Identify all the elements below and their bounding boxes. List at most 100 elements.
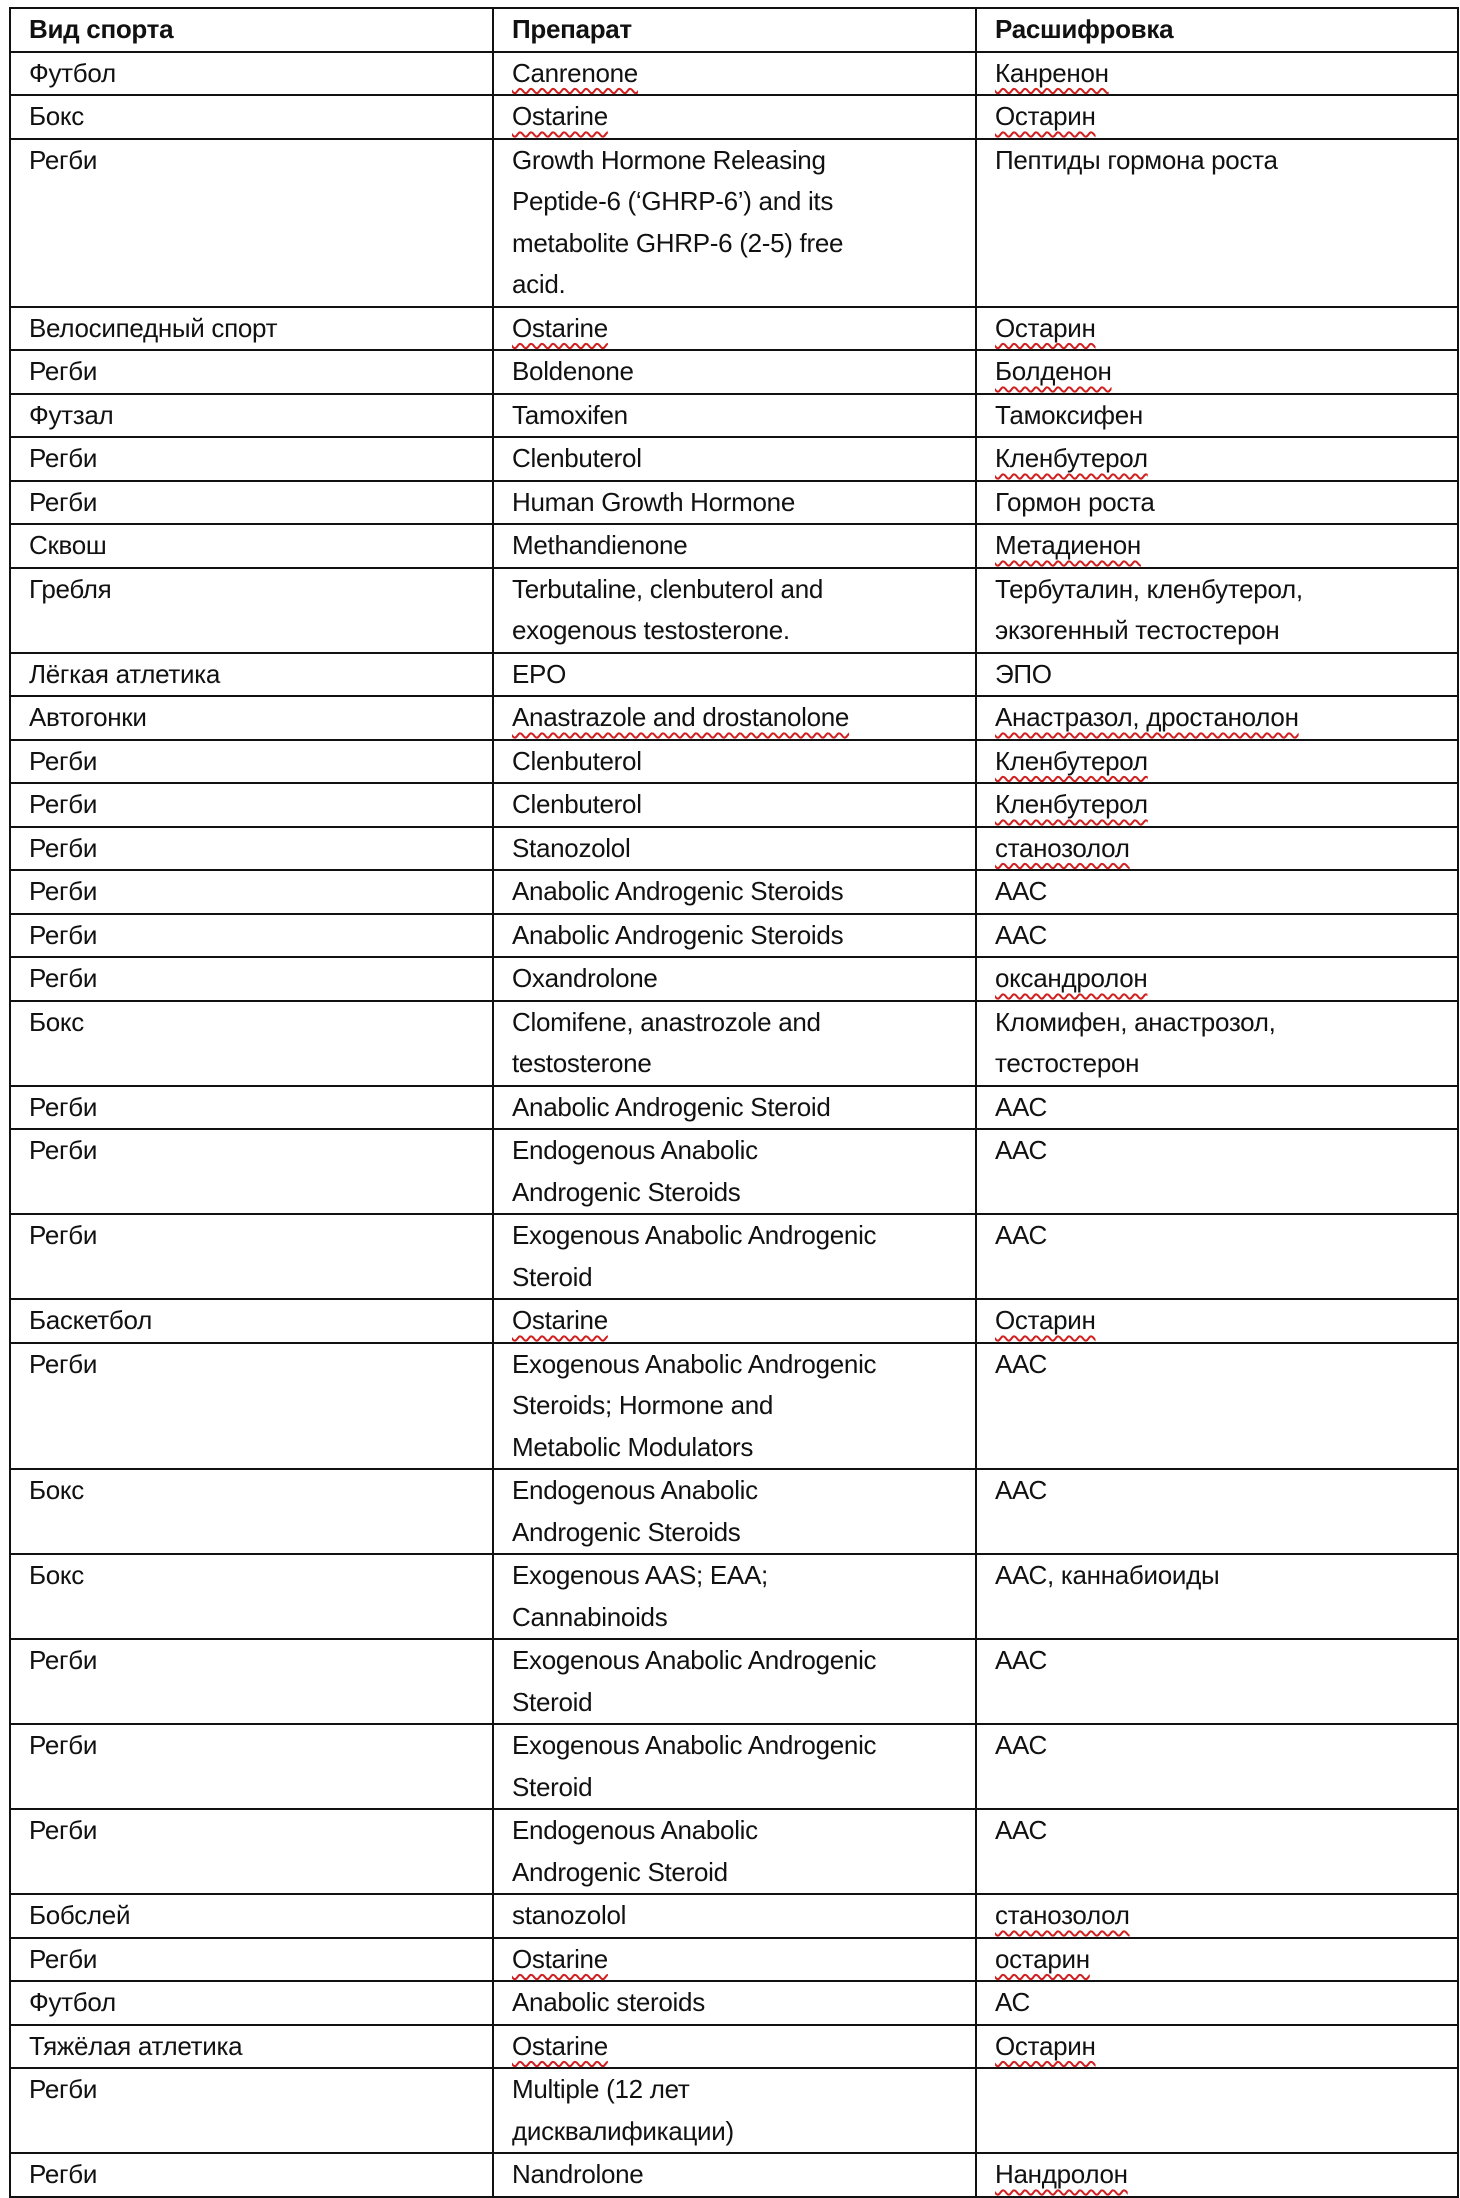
cell-decode-text: Нандролон	[995, 2159, 1128, 2189]
cell-drug: Clomifene, anastrozole and testosterone	[492, 999, 977, 1087]
table-row: Регби Nandrolone Нандролон	[9, 2152, 1459, 2198]
cell-sport: Регби	[9, 956, 494, 1002]
cell-drug-text: Ostarine	[512, 312, 608, 343]
cell-sport: Баскетбол	[9, 1298, 494, 1344]
cell-sport: Тяжёлая атлетика	[9, 2023, 494, 2069]
cell-drug: Endogenous Anabolic Androgenic Steroids	[492, 1128, 977, 1215]
cell-drug-text: Ostarine	[512, 1305, 608, 1335]
cell-sport: Регби	[9, 1213, 494, 1300]
table-row: Велосипедный спорт Ostarine Остарин	[9, 305, 1459, 351]
cell-drug: Human Growth Hormone	[492, 479, 977, 525]
cell-sport: Футбол	[9, 1980, 494, 2026]
cell-drug: Ostarine	[492, 1298, 977, 1344]
cell-decode: ААС, каннабиоиды	[975, 1553, 1459, 1640]
cell-drug-text: Exogenous Anabolic Androgenic Steroid	[512, 1730, 877, 1802]
table-row: Футбол Canrenone Канренон	[9, 50, 1459, 96]
cell-decode: ААС	[975, 1808, 1459, 1895]
table-row: Автогонки Anastrazole and drostanolone Ана…	[9, 695, 1459, 741]
cell-drug-text: Terbutaline, clenbuterol and exogenous t…	[512, 573, 824, 646]
cell-drug: Exogenous Anabolic Androgenic Steroids; …	[492, 1341, 977, 1470]
cell-decode-text: ААС	[995, 1135, 1047, 1165]
cell-drug-text: Boldenone	[512, 356, 634, 386]
cell-drug-text: Clenbuterol	[512, 789, 642, 819]
table-row: Футзал Tamoxifen Тамоксифен	[9, 392, 1459, 438]
cell-drug-text: Methandienone	[512, 530, 688, 560]
cell-drug: Anabolic Androgenic Steroid	[492, 1084, 977, 1130]
cell-sport: Регби	[9, 1723, 494, 1810]
cell-sport: Бокс	[9, 1468, 494, 1555]
cell-decode-text: Канренон	[995, 57, 1109, 88]
table-row: Регби Clenbuterol Кленбутерол	[9, 738, 1459, 784]
cell-drug: Anabolic steroids	[492, 1980, 977, 2026]
cell-sport-text: Регби	[29, 1220, 98, 1250]
cell-drug: Multiple (12 лет дисквалификации)	[492, 2067, 977, 2154]
cell-sport: Бокс	[9, 94, 494, 140]
cell-sport: Лёгкая атлетика	[9, 651, 494, 697]
cell-sport-text: Бокс	[29, 1560, 84, 1590]
header-drug: Препарат	[492, 7, 977, 53]
cell-sport-text: Регби	[29, 1943, 98, 1974]
cell-decode-text: Остарин	[995, 2030, 1096, 2061]
cell-sport: Футбол	[9, 50, 494, 96]
cell-sport-text: Футбол	[29, 57, 116, 88]
table-row: Тяжёлая атлетика Ostarine Остарин	[9, 2023, 1459, 2069]
cell-drug-text: Exogenous Anabolic Androgenic Steroids; …	[512, 1348, 877, 1462]
cell-drug-text: Clenbuterol	[512, 443, 642, 473]
table-row: Бокс Exogenous AAS; EAA; Cannabinoids ААС,…	[9, 1553, 1459, 1640]
cell-sport: Регби	[9, 137, 494, 308]
cell-drug-text: Growth Hormone Releasing Peptide-6 (‘GHR…	[512, 144, 844, 300]
cell-decode-text: Пептиды гормона роста	[995, 144, 1278, 175]
cell-decode-text: Кленбутерол	[995, 789, 1148, 819]
cell-drug-text: Ostarine	[512, 101, 608, 131]
header-decode: Расшифровка	[975, 7, 1459, 53]
cell-drug: Ostarine	[492, 1936, 977, 1982]
cell-decode-text: ААС	[995, 1815, 1047, 1845]
cell-sport-text: Регби	[29, 2159, 98, 2189]
table-row: Баскетбол Ostarine Остарин	[9, 1298, 1459, 1344]
table-row: Регби Multiple (12 лет дисквалификации)	[9, 2067, 1459, 2154]
cell-sport-text: Регби	[29, 1815, 98, 1845]
cell-sport-text: Регби	[29, 745, 98, 776]
cell-decode: Остарин	[975, 2023, 1459, 2069]
cell-drug-text: Multiple (12 лет дисквалификации)	[512, 2074, 734, 2146]
cell-sport-text: Бокс	[29, 1475, 84, 1505]
cell-decode-text: ААС	[995, 1091, 1047, 1122]
cell-drug: Anabolic Androgenic Steroids	[492, 912, 977, 958]
cell-sport: Регби	[9, 738, 494, 784]
cell-decode: Остарин	[975, 305, 1459, 351]
cell-drug: Tamoxifen	[492, 392, 977, 438]
cell-decode: ААС	[975, 1084, 1459, 1130]
table-row: Бокс Clomifene, anastrozole and testoster…	[9, 999, 1459, 1087]
table-row: Регби Oxandrolone оксандролон	[9, 956, 1459, 1002]
cell-decode-text: Тербуталин, кленбутерол, экзогенный тест…	[995, 573, 1303, 646]
cell-decode-text: станозолол	[995, 1900, 1130, 1930]
cell-drug: EPO	[492, 651, 977, 697]
cell-decode: АС	[975, 1980, 1459, 2026]
cell-drug-text: Ostarine	[512, 2030, 608, 2061]
cell-drug-text: Endogenous Anabolic Androgenic Steroids	[512, 1475, 758, 1547]
cell-decode-text: Метадиенон	[995, 530, 1141, 560]
table-row: Гребля Terbutaline, clenbuterol and exoge…	[9, 566, 1459, 654]
cell-decode: ААС	[975, 1128, 1459, 1215]
cell-sport-text: Футбол	[29, 1987, 116, 2017]
cell-decode-text: ААС	[995, 1220, 1047, 1250]
cell-decode-text: ААС	[995, 1645, 1047, 1675]
cell-drug: Canrenone	[492, 50, 977, 96]
cell-decode: Тербуталин, кленбутерол, экзогенный тест…	[975, 566, 1459, 654]
table-row: Регби Exogenous Anabolic Androgenic Stero…	[9, 1723, 1459, 1810]
table-row: Регби Clenbuterol Кленбутерол	[9, 782, 1459, 828]
cell-drug-text: Exogenous Anabolic Androgenic Steroid	[512, 1220, 877, 1292]
cell-sport: Бобслей	[9, 1893, 494, 1939]
cell-drug-text: stanozolol	[512, 1900, 627, 1930]
cell-sport-text: Регби	[29, 356, 98, 386]
cell-decode: станозолол	[975, 825, 1459, 871]
cell-decode: станозолол	[975, 1893, 1459, 1939]
cell-sport: Сквош	[9, 523, 494, 569]
cell-sport-text: Регби	[29, 832, 98, 863]
cell-decode-text: ААС	[995, 1475, 1047, 1505]
cell-sport-text: Автогонки	[29, 702, 147, 732]
table-row: Регби Clenbuterol Кленбутерол	[9, 436, 1459, 482]
cell-decode: Пептиды гормона роста	[975, 137, 1459, 308]
cell-sport: Регби	[9, 2152, 494, 2198]
table-row: Регби Anabolic Androgenic Steroid ААС	[9, 1084, 1459, 1130]
